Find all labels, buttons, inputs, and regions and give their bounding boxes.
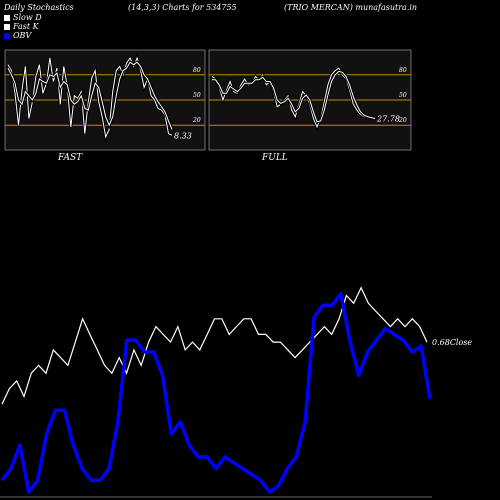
fast-panel-label: FAST [58,153,83,163]
chart-header-left: Daily Stochastics [4,3,74,12]
obv-line [0,291,432,494]
legend-item-obv: OBV [4,31,42,40]
close-end-label: 0.68Close [432,338,472,347]
chart-header-params: (14,3,3) Charts for 534755 [128,3,237,12]
legend: Slow D Fast K OBV [4,13,42,40]
legend-item-slow-d: Slow D [4,13,42,22]
full-end-label: 27.78 [376,115,400,124]
fast-series-slow-d [7,61,173,130]
full-tick-label-50: 50 [399,92,407,99]
full-panel-label: FULL [262,153,288,163]
full-tick-label-80: 80 [399,67,407,74]
fast-series-fast-k [7,56,173,139]
legend-item-fast-k: Fast K [4,22,42,31]
chart-header-right: (TRIO MERCAN) munafasutra.in [284,3,418,12]
full-tick-label-20: 20 [398,117,407,124]
fast-tick-label-80: 80 [193,67,201,74]
fast-tick-label-20: 20 [192,117,201,124]
fast-end-label: 8.33 [174,131,192,140]
close-price-line [1,286,428,405]
full-series-full-d [212,70,376,123]
fast-tick-label-50: 50 [193,92,201,99]
